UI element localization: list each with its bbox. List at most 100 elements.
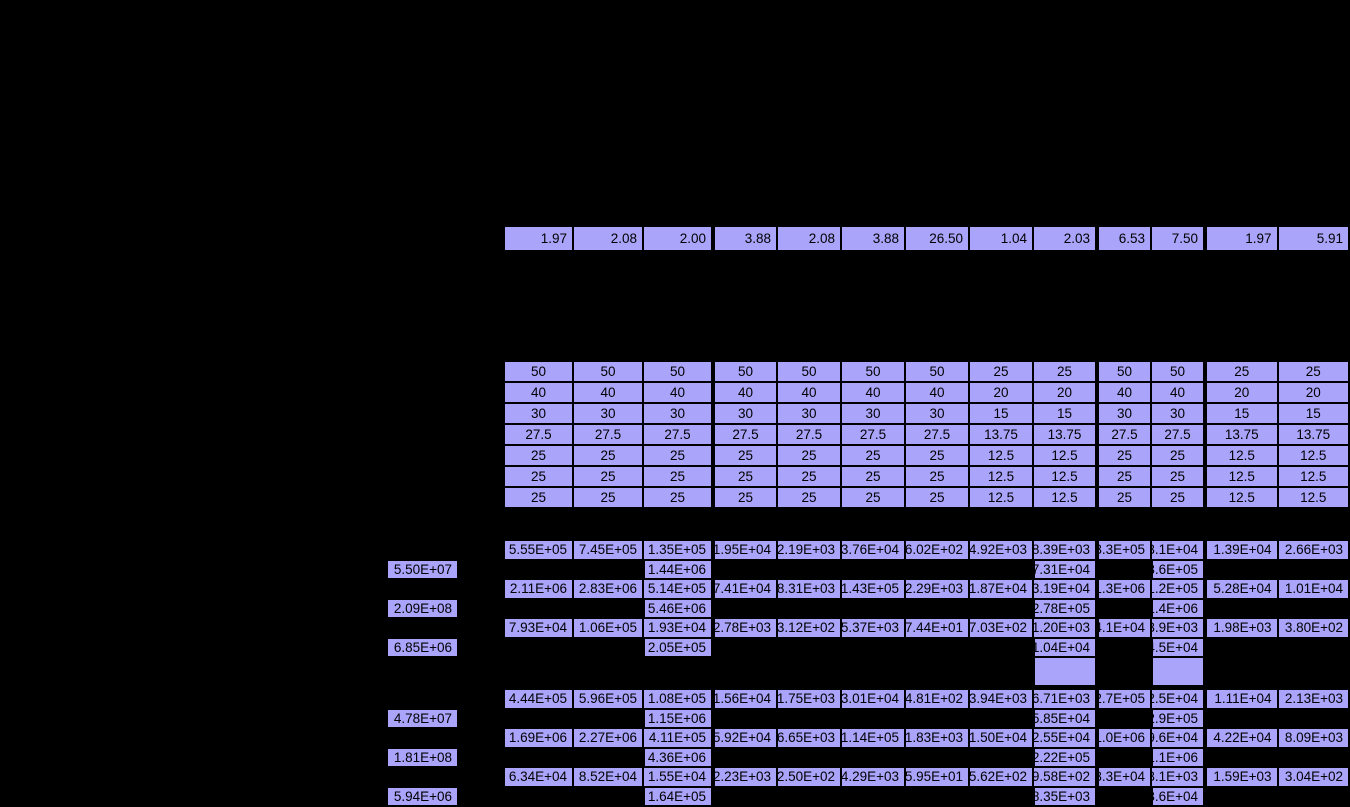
- result-cell[interactable]: 4.11E+05: [643, 728, 713, 748]
- limit-cell[interactable]: 25: [1151, 445, 1205, 466]
- ratio-cell[interactable]: 1.97: [1205, 226, 1278, 251]
- result-cell[interactable]: 6.02E+02: [905, 540, 969, 560]
- ratio-cell[interactable]: 3.88: [841, 226, 905, 251]
- limit-cell[interactable]: 25: [841, 487, 905, 508]
- limit-cell[interactable]: 27.5: [573, 424, 643, 445]
- result-cell[interactable]: 2.83E+06: [573, 579, 643, 599]
- limit-cell[interactable]: 25: [841, 445, 905, 466]
- result-cell[interactable]: 2.7E+05: [1097, 689, 1151, 709]
- result-cell[interactable]: 2.23E+03: [713, 767, 777, 787]
- result-cell[interactable]: 1.95E+04: [713, 540, 777, 560]
- result-cell[interactable]: 3.3E+05: [1097, 540, 1151, 560]
- result-cell[interactable]: 7.45E+05: [573, 540, 643, 560]
- limit-cell[interactable]: 30: [1097, 403, 1151, 424]
- limit-cell[interactable]: 20: [1033, 382, 1097, 403]
- result-subtotal-cell[interactable]: 7.31E+04: [1033, 559, 1097, 579]
- limit-cell[interactable]: 50: [643, 361, 713, 382]
- result-cell[interactable]: 1.35E+05: [643, 540, 713, 560]
- result-cell[interactable]: 3.76E+04: [841, 540, 905, 560]
- limit-cell[interactable]: 25: [969, 361, 1033, 382]
- row-total-label[interactable]: 5.50E+07: [386, 559, 459, 579]
- result-cell[interactable]: 5.92E+04: [713, 728, 777, 748]
- result-cell[interactable]: 7.41E+04: [713, 579, 777, 599]
- result-cell[interactable]: 6.65E+03: [777, 728, 841, 748]
- limit-cell[interactable]: 20: [1277, 382, 1350, 403]
- ratio-cell[interactable]: 2.03: [1033, 226, 1097, 251]
- result-cell[interactable]: 1.93E+04: [643, 618, 713, 638]
- result-cell[interactable]: 9.58E+02: [1033, 767, 1097, 787]
- limit-cell[interactable]: 50: [841, 361, 905, 382]
- limit-cell[interactable]: 25: [573, 445, 643, 466]
- limit-cell[interactable]: 40: [643, 382, 713, 403]
- result-cell[interactable]: 2.66E+03: [1277, 540, 1350, 560]
- limit-cell[interactable]: 30: [1151, 403, 1205, 424]
- limit-cell[interactable]: 12.5: [1205, 487, 1278, 508]
- result-cell[interactable]: 1.69E+06: [503, 728, 573, 748]
- limit-cell[interactable]: 12.5: [1205, 466, 1278, 487]
- result-cell[interactable]: 5.95E+01: [905, 767, 969, 787]
- result-cell[interactable]: 3.80E+02: [1277, 618, 1350, 638]
- result-cell[interactable]: 1.75E+03: [777, 689, 841, 709]
- result-cell[interactable]: 2.78E+03: [713, 618, 777, 638]
- limit-cell[interactable]: 50: [1097, 361, 1151, 382]
- result-cell[interactable]: 5.37E+03: [841, 618, 905, 638]
- result-cell[interactable]: 3.04E+02: [1277, 767, 1350, 787]
- limit-cell[interactable]: 25: [1097, 466, 1151, 487]
- result-cell[interactable]: 2.29E+03: [905, 579, 969, 599]
- limit-cell[interactable]: 25: [643, 445, 713, 466]
- ratio-cell[interactable]: 5.91: [1277, 226, 1350, 251]
- result-cell[interactable]: 1.11E+04: [1205, 689, 1278, 709]
- result-cell[interactable]: 1.59E+03: [1205, 767, 1278, 787]
- result-cell[interactable]: 1.87E+04: [969, 579, 1033, 599]
- result-subtotal-cell[interactable]: 2.22E+05: [1033, 747, 1097, 767]
- result-cell[interactable]: 3.1E+03: [1151, 767, 1205, 787]
- limit-cell[interactable]: 25: [503, 445, 573, 466]
- blank-cell[interactable]: [1033, 657, 1097, 687]
- result-cell[interactable]: 1.43E+05: [841, 579, 905, 599]
- limit-cell[interactable]: 15: [1205, 403, 1278, 424]
- limit-cell[interactable]: 30: [643, 403, 713, 424]
- result-cell[interactable]: 3.3E+04: [1097, 767, 1151, 787]
- ratio-cell[interactable]: 2.00: [643, 226, 713, 251]
- limit-cell[interactable]: 12.5: [1033, 487, 1097, 508]
- limit-cell[interactable]: 25: [1151, 466, 1205, 487]
- limit-cell[interactable]: 12.5: [1033, 466, 1097, 487]
- result-cell[interactable]: 1.98E+03: [1205, 618, 1278, 638]
- limit-cell[interactable]: 25: [777, 466, 841, 487]
- limit-cell[interactable]: 25: [643, 487, 713, 508]
- limit-cell[interactable]: 50: [713, 361, 777, 382]
- limit-cell[interactable]: 30: [905, 403, 969, 424]
- limit-cell[interactable]: 25: [1205, 361, 1278, 382]
- limit-cell[interactable]: 27.5: [503, 424, 573, 445]
- limit-cell[interactable]: 25: [905, 466, 969, 487]
- limit-cell[interactable]: 40: [905, 382, 969, 403]
- row-total-label[interactable]: 6.85E+06: [386, 637, 459, 657]
- limit-cell[interactable]: 40: [573, 382, 643, 403]
- result-cell[interactable]: 1.55E+04: [643, 767, 713, 787]
- result-cell[interactable]: 1.83E+03: [905, 728, 969, 748]
- result-subtotal-cell[interactable]: 4.5E+04: [1151, 637, 1205, 657]
- result-cell[interactable]: 5.62E+02: [969, 767, 1033, 787]
- result-cell[interactable]: 5.96E+05: [573, 689, 643, 709]
- limit-cell[interactable]: 40: [777, 382, 841, 403]
- limit-cell[interactable]: 25: [777, 487, 841, 508]
- row-total-label[interactable]: 2.09E+08: [386, 598, 459, 618]
- result-subtotal-cell[interactable]: 4.36E+06: [643, 747, 713, 767]
- row-total-label[interactable]: 1.81E+08: [386, 747, 459, 767]
- result-subtotal-cell[interactable]: 3.6E+04: [1151, 786, 1205, 806]
- ratio-cell[interactable]: 7.50: [1151, 226, 1205, 251]
- ratio-cell[interactable]: 6.53: [1097, 226, 1151, 251]
- result-cell[interactable]: 7.93E+04: [503, 618, 573, 638]
- limit-cell[interactable]: 25: [503, 487, 573, 508]
- ratio-cell[interactable]: 3.88: [713, 226, 777, 251]
- result-cell[interactable]: 4.29E+03: [841, 767, 905, 787]
- limit-cell[interactable]: 25: [1151, 487, 1205, 508]
- result-cell[interactable]: 3.19E+04: [1033, 579, 1097, 599]
- limit-cell[interactable]: 30: [713, 403, 777, 424]
- result-cell[interactable]: 2.19E+03: [777, 540, 841, 560]
- result-subtotal-cell[interactable]: 1.44E+06: [643, 559, 713, 579]
- limit-cell[interactable]: 15: [1277, 403, 1350, 424]
- result-cell[interactable]: 9.6E+04: [1151, 728, 1205, 748]
- result-cell[interactable]: 7.03E+02: [969, 618, 1033, 638]
- ratio-cell[interactable]: 2.08: [777, 226, 841, 251]
